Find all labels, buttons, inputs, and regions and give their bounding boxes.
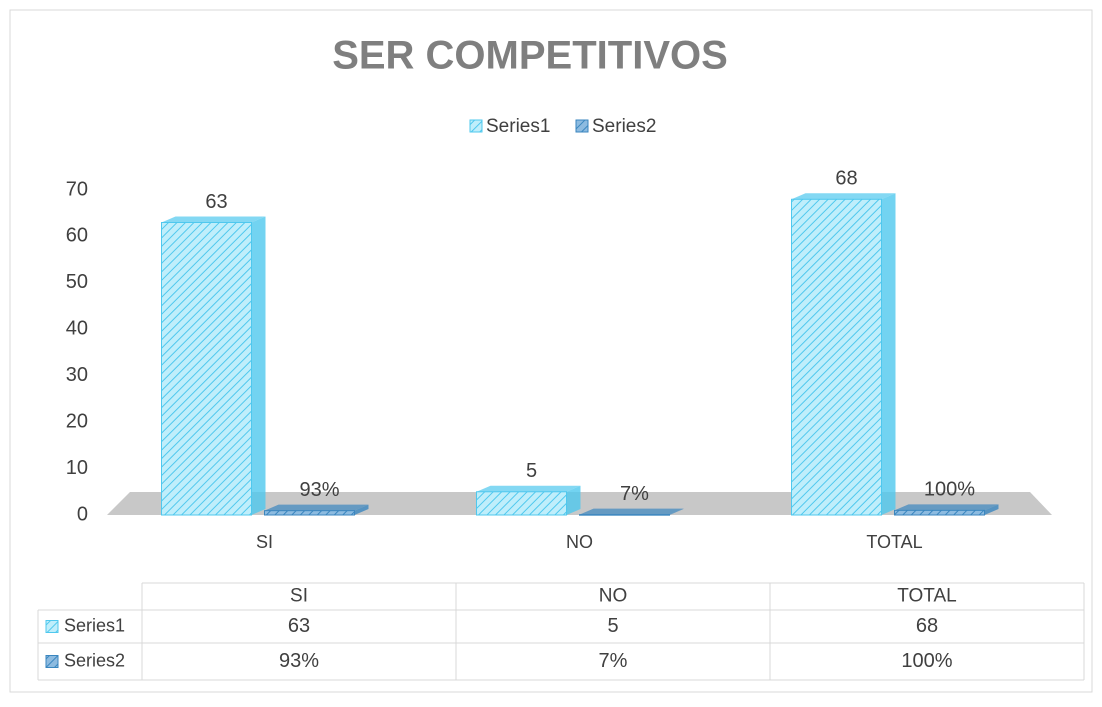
bar: [894, 509, 985, 516]
bar: [161, 222, 252, 516]
y-tick-label: 40: [66, 318, 88, 340]
y-tick-label: 20: [66, 410, 88, 432]
y-tick-label: 0: [77, 503, 88, 525]
table-cell: 68: [916, 615, 938, 637]
y-tick-label: 50: [66, 271, 88, 293]
table-swatch: [45, 655, 59, 668]
bar: [476, 491, 567, 516]
bar-top: [476, 485, 581, 492]
bar-top: [161, 216, 266, 223]
bar: [579, 514, 670, 516]
legend-label: Series1: [486, 116, 550, 137]
table-row-label: Series2: [64, 650, 125, 670]
data-label: 100%: [924, 479, 975, 501]
y-tick-label: 10: [66, 457, 88, 479]
bar-side: [984, 504, 999, 515]
legend-swatch: [575, 119, 589, 133]
table-header: SI: [290, 586, 308, 607]
bar: [264, 510, 355, 516]
bar-top: [264, 504, 369, 511]
table-row-label: Series1: [64, 615, 125, 635]
bar-top: [894, 504, 999, 511]
legend-label: Series2: [592, 116, 656, 137]
bar-side: [669, 508, 684, 515]
table-cell: 100%: [901, 650, 952, 672]
data-label: 5: [526, 460, 537, 482]
table-cell: 93%: [279, 650, 319, 672]
chart-title: SER COMPETITIVOS: [332, 34, 728, 78]
bar-side: [566, 485, 581, 515]
data-label: 7%: [620, 483, 649, 505]
table-cell: 7%: [599, 650, 628, 672]
data-label: 63: [205, 191, 227, 213]
x-tick-label: SI: [256, 532, 273, 552]
bar-top: [791, 193, 896, 200]
table-header: TOTAL: [897, 586, 956, 607]
data-label: 93%: [299, 479, 339, 501]
table-cell: 5: [607, 615, 618, 637]
data-label: 68: [835, 168, 857, 190]
table-swatch: [45, 620, 59, 633]
bar-side: [354, 504, 369, 515]
bar-top: [579, 508, 684, 515]
bar-side: [881, 193, 896, 516]
table-header: NO: [599, 586, 628, 607]
bar-side: [251, 216, 266, 515]
x-tick-label: TOTAL: [866, 532, 922, 552]
bar: [791, 198, 882, 516]
table-cell: 63: [288, 615, 310, 637]
y-tick-label: 60: [66, 225, 88, 247]
y-tick-label: 30: [66, 364, 88, 386]
legend-swatch: [469, 119, 483, 133]
y-tick-label: 70: [66, 178, 88, 200]
x-tick-label: NO: [566, 532, 593, 552]
